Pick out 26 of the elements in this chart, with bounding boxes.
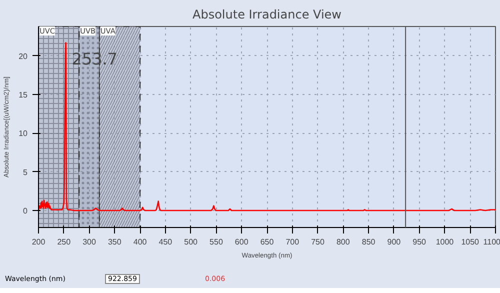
x-tick-label: 350 [108, 238, 122, 246]
y-tick-label: 20 [18, 52, 28, 61]
x-tick-label: 850 [362, 238, 376, 246]
x-tick-label: 600 [234, 238, 249, 246]
x-tick-label: 700 [286, 238, 300, 246]
y-tick-label: 10 [18, 129, 28, 138]
chart-title: Absolute Irradiance View [192, 8, 342, 22]
y-tick-label: 15 [18, 90, 28, 100]
x-tick-label: 200 [32, 238, 46, 246]
x-tick-label: 1050 [461, 238, 480, 246]
x-tick-label: 250 [57, 238, 72, 246]
line-series [38, 42, 496, 212]
x-tick-label: 500 [184, 238, 198, 246]
x-tick-label: 800 [336, 238, 350, 246]
x-tick-label: 400 [133, 238, 148, 246]
x-tick-label: 450 [158, 238, 173, 246]
x-tick-label: 1000 [436, 238, 454, 246]
y-tick-label: 0 [23, 206, 28, 216]
x-tick-label: 1100 [483, 238, 500, 246]
x-tick-label: 900 [387, 238, 402, 246]
x-tick-label: 650 [260, 238, 274, 246]
x-tick-label: 300 [82, 238, 96, 246]
x-tick-label: 550 [210, 238, 224, 246]
y-tick-label: 5 [23, 168, 28, 177]
x-tick-label: 950 [412, 238, 427, 246]
x-tick-label: 750 [311, 238, 325, 246]
